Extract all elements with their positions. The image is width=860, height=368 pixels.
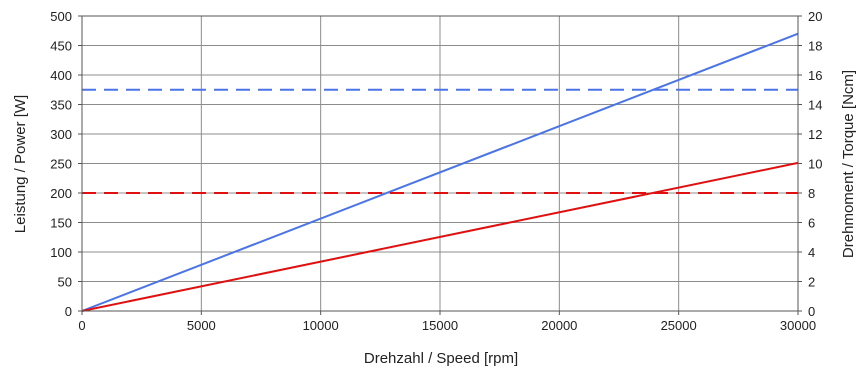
tick-labels: 0 5000 10000 15000 20000 25000 300000501001502…	[50, 9, 822, 333]
y-left-tick-label: 350	[50, 98, 72, 113]
y-left-tick-label: 50	[58, 275, 72, 290]
y-left-tick-label: 150	[50, 216, 72, 231]
x-tick-label: 25000	[661, 318, 697, 333]
x-tick-label: 5000	[187, 318, 216, 333]
y-left-tick-label: 300	[50, 127, 72, 142]
y-right-tick-label: 8	[808, 186, 815, 201]
y-right-tick-label: 10	[808, 157, 822, 172]
y-right-tick-label: 20	[808, 9, 822, 24]
y-left-tick-label: 500	[50, 9, 72, 24]
y-right-tick-label: 4	[808, 245, 815, 260]
y-right-tick-label: 2	[808, 275, 815, 290]
grid	[81, 15, 799, 312]
series-line-0-solid	[81, 32, 799, 312]
x-tick-label: 15000	[422, 318, 458, 333]
y-left-tick-label: 250	[50, 157, 72, 172]
y-left-tick-label: 450	[50, 39, 72, 54]
y-right-tick-label: 0	[808, 304, 815, 319]
y-right-tick-label: 14	[808, 98, 822, 113]
y-left-tick-label: 0	[65, 304, 72, 319]
y-right-tick-label: 16	[808, 68, 822, 83]
series-line-1-solid	[81, 161, 799, 312]
y-right-tick-label: 6	[808, 216, 815, 231]
x-tick-label: 0	[78, 318, 85, 333]
y-left-axis-title: Leistung / Power [W]	[12, 95, 29, 233]
y-right-axis-title: Drehmoment / Torque [Ncm]	[840, 70, 857, 258]
x-tick-label: 30000	[780, 318, 816, 333]
y-left-tick-label: 100	[50, 245, 72, 260]
y-right-tick-label: 18	[808, 39, 822, 54]
x-tick-label: 10000	[303, 318, 339, 333]
y-left-tick-label: 200	[50, 186, 72, 201]
x-axis-title: Drehzahl / Speed [rpm]	[364, 350, 518, 367]
y-right-tick-label: 12	[808, 127, 822, 142]
y-left-tick-label: 400	[50, 68, 72, 83]
series-layer	[81, 32, 799, 312]
x-tick-label: 20000	[541, 318, 577, 333]
